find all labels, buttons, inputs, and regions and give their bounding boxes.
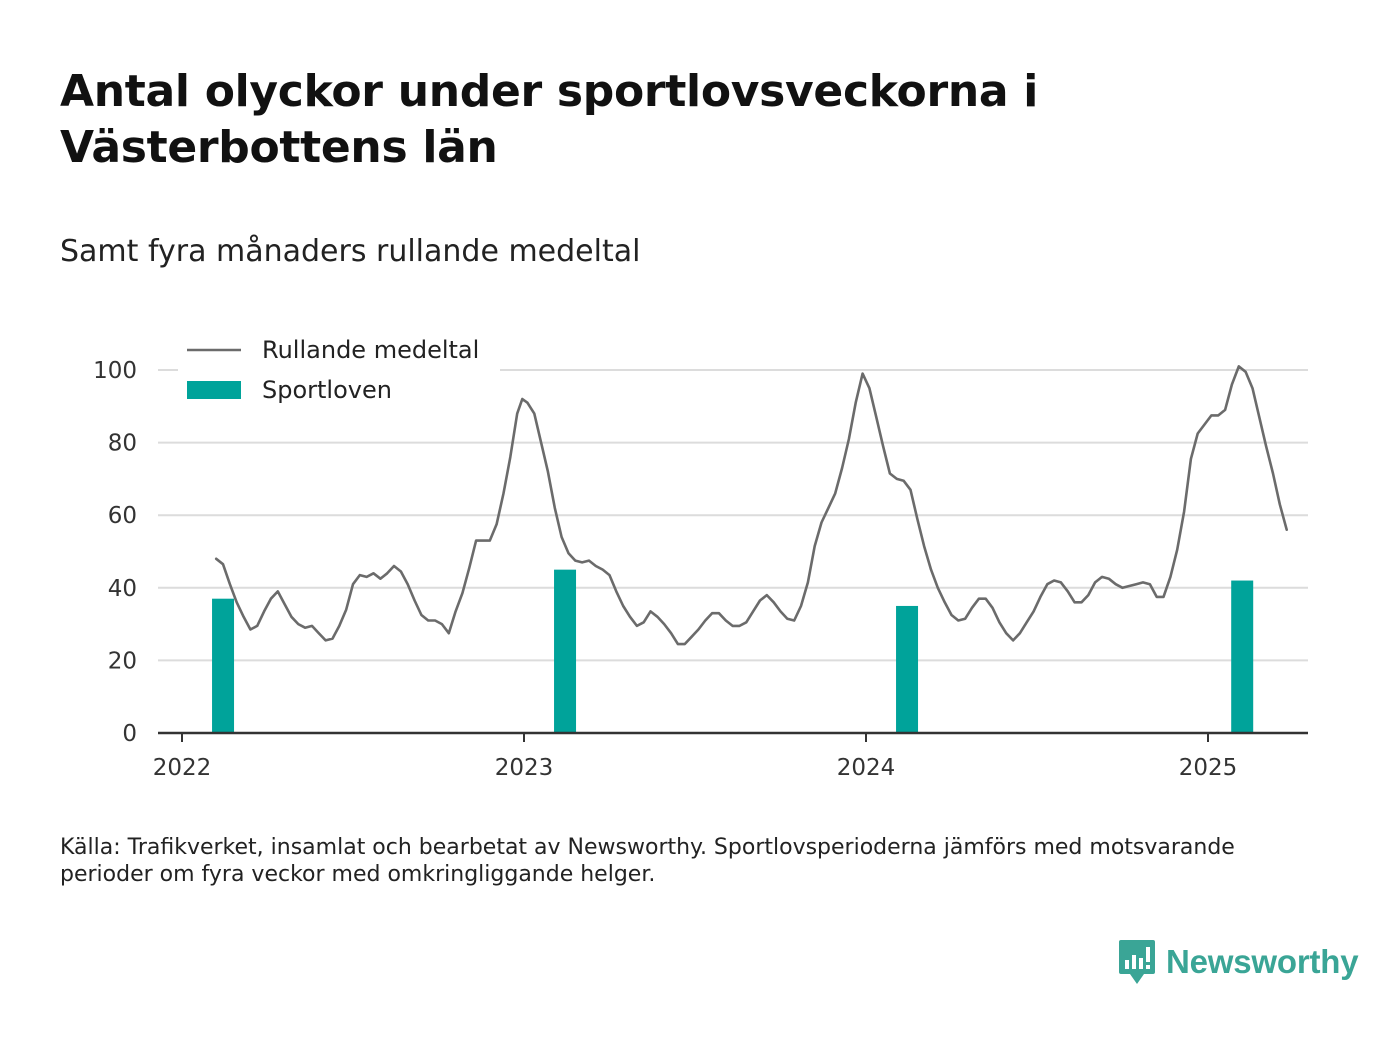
chart-title: Antal olyckor under sportlovsveckorna i … xyxy=(60,66,1039,173)
y-tick-label: 40 xyxy=(108,576,137,602)
chart-subtitle: Samt fyra månaders rullande medeltal xyxy=(60,234,641,269)
legend-label: Rullande medeltal xyxy=(262,336,479,364)
y-tick-label: 100 xyxy=(93,358,137,384)
y-tick-label: 60 xyxy=(108,503,137,529)
brand-name: Newsworthy xyxy=(1166,943,1359,980)
y-tick-label: 80 xyxy=(108,431,137,457)
bar-sportloven xyxy=(554,569,577,733)
chart-legend: Rullande medeltal Sportloven xyxy=(178,330,500,416)
newsworthy-logo[interactable]: Newsworthy xyxy=(1118,936,1359,988)
source-note: Källa: Trafikverket, insamlat och bearbe… xyxy=(60,835,1235,887)
line-rullande-medeltal xyxy=(214,365,1288,646)
y-tick-label: 0 xyxy=(122,721,137,747)
bar-sportloven xyxy=(896,605,919,733)
y-tick-label: 20 xyxy=(108,648,137,674)
x-tick-label: 2025 xyxy=(1179,755,1238,781)
legend-background xyxy=(178,330,500,416)
x-tick-label: 2022 xyxy=(153,755,212,781)
legend-label: Sportloven xyxy=(262,376,392,404)
bar-sportloven xyxy=(212,598,235,733)
bar-chart-speech-bubble-icon xyxy=(1119,940,1155,984)
x-tick-label: 2023 xyxy=(495,755,554,781)
x-tick-label: 2024 xyxy=(837,755,896,781)
legend-bar-swatch xyxy=(187,381,241,399)
bar-sportloven xyxy=(1231,580,1254,733)
